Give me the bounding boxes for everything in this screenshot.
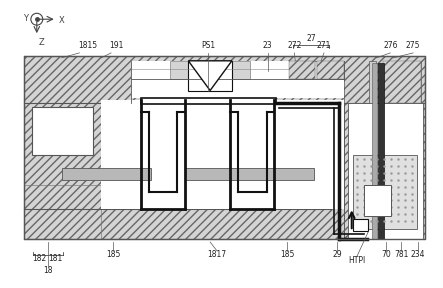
- Bar: [24, 209, 331, 239]
- Bar: [364, 185, 391, 216]
- Text: Y: Y: [23, 14, 28, 23]
- Bar: [384, 61, 421, 103]
- Bar: [171, 61, 250, 79]
- Text: 191: 191: [109, 41, 123, 50]
- Bar: [185, 168, 314, 180]
- Bar: [384, 61, 421, 103]
- Bar: [353, 219, 368, 231]
- Bar: [369, 61, 377, 103]
- Text: 781: 781: [394, 250, 408, 259]
- Text: PS1: PS1: [201, 41, 215, 50]
- Bar: [378, 63, 385, 239]
- Bar: [372, 63, 377, 239]
- Text: 29: 29: [332, 250, 342, 259]
- Text: 182: 182: [33, 254, 47, 263]
- Text: 234: 234: [411, 250, 425, 259]
- Bar: [289, 61, 315, 79]
- Polygon shape: [188, 61, 232, 90]
- Bar: [131, 61, 344, 98]
- Bar: [264, 103, 344, 209]
- Bar: [289, 61, 344, 79]
- Text: 185: 185: [106, 250, 120, 259]
- Bar: [24, 56, 425, 239]
- Text: 185: 185: [280, 250, 295, 259]
- Bar: [344, 103, 425, 239]
- Text: 272: 272: [287, 41, 302, 50]
- Text: 18: 18: [43, 266, 52, 275]
- Text: 181: 181: [48, 254, 63, 263]
- Bar: [101, 185, 344, 239]
- Bar: [188, 61, 232, 90]
- Text: 276: 276: [383, 41, 398, 50]
- Text: 70: 70: [381, 250, 391, 259]
- Bar: [141, 98, 276, 104]
- Text: 1817: 1817: [207, 250, 227, 259]
- Text: 271: 271: [317, 41, 331, 50]
- Text: 27: 27: [306, 34, 316, 43]
- Bar: [24, 185, 131, 239]
- Text: 1815: 1815: [78, 41, 97, 50]
- Bar: [353, 155, 417, 229]
- Bar: [101, 101, 344, 209]
- Bar: [24, 56, 425, 103]
- Bar: [317, 61, 344, 79]
- Text: HTPI: HTPI: [348, 256, 365, 265]
- Text: 23: 23: [263, 41, 272, 50]
- Bar: [24, 103, 101, 209]
- Bar: [101, 103, 180, 209]
- Bar: [62, 168, 151, 180]
- Text: 275: 275: [406, 41, 420, 50]
- Bar: [32, 107, 93, 155]
- Text: X: X: [58, 16, 64, 25]
- Bar: [348, 103, 423, 239]
- Bar: [185, 103, 260, 209]
- Text: Z: Z: [39, 38, 45, 47]
